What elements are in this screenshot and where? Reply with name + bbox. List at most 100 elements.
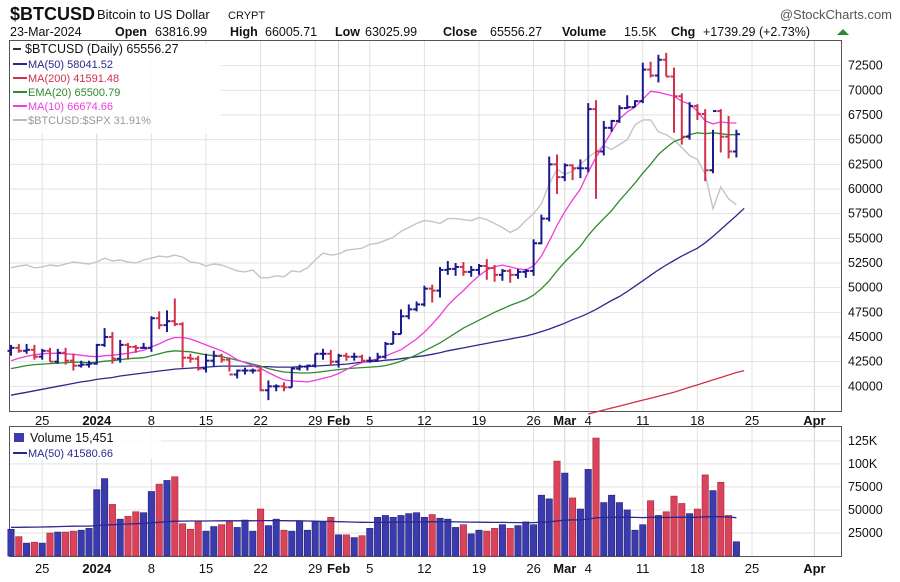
volume-bar: [124, 516, 132, 557]
price-y-tick-label: 65000: [848, 133, 883, 147]
low-value: 63025.99: [365, 25, 417, 39]
high-value: 66005.71: [265, 25, 317, 39]
volume-bar: [85, 528, 93, 557]
price-y-tick-label: 55000: [848, 231, 883, 245]
volume-y-tick-label: 125K: [848, 434, 878, 448]
volume-bar: [23, 542, 31, 557]
legend-price: $BTCUSD (Daily) 65556.27: [25, 42, 179, 56]
ohlc-bar: [350, 352, 358, 361]
volume-bar: [116, 518, 124, 557]
ohlc-bar: [15, 343, 23, 353]
ohlc-bar: [506, 268, 514, 283]
price-x-tick-label: 25: [745, 413, 759, 428]
ohlc-bar: [444, 261, 452, 275]
watermark: @StockCharts.com: [780, 7, 892, 22]
ohlc-bar: [116, 339, 124, 363]
ohlc-bar: [280, 382, 288, 392]
ohlc-bar: [452, 263, 460, 276]
volume-legend: Volume 15,451 MA(50) 41580.66: [11, 429, 161, 460]
price-y-tick-label: 70000: [848, 83, 883, 97]
volume-x-tick-label: 19: [472, 561, 486, 576]
volume-x-tick-label: 25: [745, 561, 759, 576]
volume-value: 15.5K: [624, 25, 657, 39]
volume-bar: [225, 521, 233, 557]
price-x-tick-label: 11: [636, 413, 650, 428]
ohlc-bar: [569, 164, 577, 181]
volume-bar: [725, 515, 733, 557]
volume-bar: [233, 527, 241, 557]
volume-bar: [311, 521, 319, 557]
price-x-tick-label: 8: [148, 413, 155, 428]
volume-bar: [623, 509, 631, 557]
volume-x-tick-label: 15: [199, 561, 213, 576]
ohlc-bar: [623, 95, 631, 110]
ohlc-bar: [413, 301, 421, 312]
ohlc-bar: [272, 384, 280, 392]
ohlc-bar: [397, 309, 405, 336]
volume-bar: [350, 537, 358, 557]
ohlc-bar: [678, 93, 686, 145]
ohlc-bar: [335, 353, 343, 368]
volume-x-tick-label: 11: [636, 561, 650, 576]
volume-bar: [319, 521, 327, 557]
ohlc-bar: [319, 348, 327, 360]
volume-bar: [530, 524, 538, 557]
ohlc-bar: [124, 342, 132, 360]
volume-bar: [647, 500, 655, 557]
volume-bar: [264, 525, 272, 557]
volume-x-tick-label: 25: [35, 561, 49, 576]
open-label: Open: [115, 25, 147, 39]
volume-bar: [241, 519, 249, 557]
ohlc-bar: [545, 156, 553, 222]
volume-bar: [46, 532, 54, 557]
volume-bar: [327, 516, 335, 557]
volume-bar: [194, 520, 202, 557]
ohlc-bar: [374, 352, 382, 362]
price-ma200-line: [588, 369, 745, 415]
ohlc-bar: [436, 266, 444, 298]
volume-bar: [732, 541, 740, 557]
volume-bar: [69, 530, 77, 557]
ohlc-bar: [732, 129, 740, 158]
ohlc-bar: [194, 355, 202, 371]
legend-ma200: MA(200) 41591.48: [28, 73, 119, 85]
ohlc-bar: [147, 316, 155, 352]
ohlc-bar: [725, 115, 733, 159]
ohlc-bar: [264, 380, 272, 401]
legend-ma10: MA(10) 66674.66: [28, 101, 113, 113]
ohlc-bar: [709, 110, 717, 174]
volume-bar: [108, 504, 116, 557]
volume-x-tick-label: 12: [417, 561, 431, 576]
ohlc-bar: [381, 341, 389, 359]
price-y-tick-label: 67500: [848, 108, 883, 122]
price-x-tick-label: 29: [308, 413, 322, 428]
volume-bar: [358, 535, 366, 557]
volume-bar: [374, 516, 382, 557]
symbol-name: Bitcoin to US Dollar: [97, 7, 210, 22]
ohlc-bar: [257, 365, 265, 392]
ohlc-bar: [38, 348, 46, 360]
ohlc-bar: [210, 350, 218, 367]
volume-bar: [272, 518, 280, 557]
price-y-tick-label: 57500: [848, 207, 883, 221]
ohlc-bar: [686, 102, 694, 140]
ohlc-bar: [701, 109, 709, 182]
volume-bar: [576, 508, 584, 557]
price-y-tick-label: 45000: [848, 330, 883, 344]
volume-bar: [452, 527, 460, 557]
price-x-tick-label: 18: [690, 413, 704, 428]
up-arrow-icon: [837, 29, 849, 35]
volume-bar: [249, 530, 257, 557]
volume-bar: [686, 513, 694, 557]
ohlc-bar: [296, 364, 304, 371]
ohlc-bar: [69, 353, 77, 371]
ohlc-bar: [428, 284, 436, 303]
ohlc-bar: [77, 360, 85, 368]
ohlc-bar: [498, 268, 506, 281]
volume-bar: [54, 531, 62, 557]
volume-bar: [498, 524, 506, 557]
volume-bar: [459, 524, 467, 557]
ohlc-bar: [46, 347, 54, 363]
volume-x-tick-label: 29: [308, 561, 322, 576]
